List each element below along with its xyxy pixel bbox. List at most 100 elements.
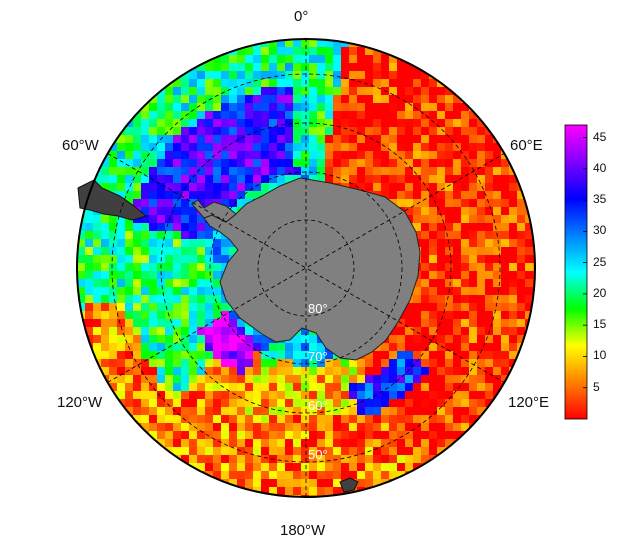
data-cell [245, 439, 253, 447]
data-cell [77, 119, 85, 127]
data-cell [261, 359, 269, 367]
data-cell [229, 495, 237, 497]
data-cell [173, 471, 181, 479]
data-cell [237, 183, 245, 191]
data-cell [285, 175, 293, 183]
data-cell [189, 167, 197, 175]
data-cell [469, 279, 477, 287]
data-cell [325, 103, 333, 111]
data-cell [93, 71, 101, 79]
data-cell [173, 95, 181, 103]
data-cell [509, 247, 517, 255]
data-cell [317, 479, 325, 487]
data-cell [357, 383, 365, 391]
data-cell [309, 391, 317, 399]
data-cell [109, 79, 117, 87]
data-cell [453, 471, 461, 479]
data-cell [429, 143, 437, 151]
data-cell [421, 479, 429, 487]
data-cell [317, 39, 325, 47]
data-cell [229, 151, 237, 159]
data-cell [101, 359, 109, 367]
data-cell [181, 399, 189, 407]
data-cell [237, 463, 245, 471]
data-cell [389, 135, 397, 143]
data-cell [533, 311, 535, 319]
data-cell [237, 135, 245, 143]
data-cell [101, 159, 109, 167]
data-cell [253, 87, 261, 95]
data-cell [461, 295, 469, 303]
data-cell [325, 63, 333, 71]
data-cell [141, 351, 149, 359]
data-cell [485, 351, 493, 359]
data-cell [509, 111, 517, 119]
data-cell [485, 247, 493, 255]
data-cell [525, 223, 533, 231]
data-cell [501, 367, 509, 375]
data-cell [141, 55, 149, 63]
data-cell [517, 71, 525, 79]
data-cell [381, 431, 389, 439]
data-cell [261, 135, 269, 143]
data-cell [509, 375, 517, 383]
data-cell [109, 431, 117, 439]
data-cell [485, 111, 493, 119]
data-cell [533, 303, 535, 311]
data-cell [253, 455, 261, 463]
data-cell [197, 447, 205, 455]
data-cell [533, 167, 535, 175]
data-cell [221, 151, 229, 159]
data-cell [485, 87, 493, 95]
data-cell [461, 471, 469, 479]
data-cell [309, 447, 317, 455]
data-cell [253, 55, 261, 63]
data-cell [349, 471, 357, 479]
data-cell [493, 495, 501, 497]
data-cell [325, 391, 333, 399]
data-cell [413, 207, 421, 215]
data-cell [269, 431, 277, 439]
data-cell [373, 399, 381, 407]
data-cell [437, 199, 445, 207]
data-cell [77, 127, 85, 135]
data-cell [509, 71, 517, 79]
data-cell [365, 63, 373, 71]
data-cell [269, 103, 277, 111]
data-cell [277, 343, 285, 351]
data-cell [125, 471, 133, 479]
data-cell [389, 391, 397, 399]
data-cell [381, 127, 389, 135]
data-cell [101, 463, 109, 471]
data-cell [125, 487, 133, 495]
data-cell [469, 199, 477, 207]
data-cell [237, 471, 245, 479]
data-cell [389, 407, 397, 415]
data-cell [413, 159, 421, 167]
data-cell [429, 175, 437, 183]
data-cell [445, 167, 453, 175]
data-cell [405, 319, 413, 327]
data-cell [157, 487, 165, 495]
data-cell [309, 87, 317, 95]
data-cell [221, 495, 229, 497]
data-cell [117, 103, 125, 111]
data-cell [405, 431, 413, 439]
data-cell [157, 311, 165, 319]
data-cell [389, 143, 397, 151]
data-cell [365, 431, 373, 439]
data-cell [133, 159, 141, 167]
data-cell [469, 151, 477, 159]
data-cell [421, 407, 429, 415]
data-cell [517, 335, 525, 343]
data-cell [165, 175, 173, 183]
data-cell [525, 127, 533, 135]
data-cell [341, 455, 349, 463]
data-cell [525, 47, 533, 55]
data-cell [109, 279, 117, 287]
data-cell [205, 47, 213, 55]
data-cell [149, 495, 157, 497]
data-cell [493, 215, 501, 223]
data-cell [213, 343, 221, 351]
data-cell [349, 399, 357, 407]
